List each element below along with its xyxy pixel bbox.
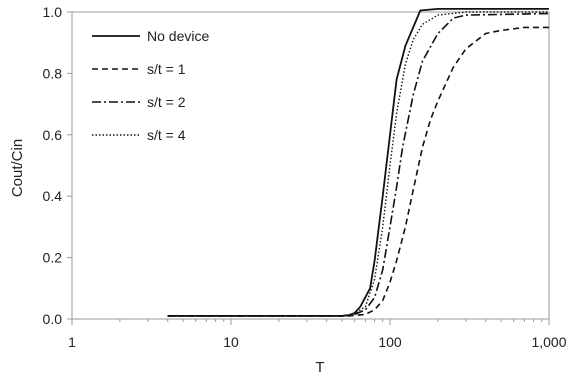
plot-area — [71, 11, 550, 320]
y-tick-label: 0.8 — [43, 65, 63, 81]
y-axis-label: Cout/Cin — [9, 139, 26, 197]
y-tick-label: 0.4 — [43, 188, 63, 204]
y-tick-label: 0.6 — [43, 127, 63, 143]
x-tick-label: 1 — [68, 334, 76, 350]
legend-label: No device — [147, 28, 209, 44]
series-layer — [167, 8, 550, 317]
series-line-1 — [167, 8, 549, 317]
y-tick-label: 0.0 — [43, 311, 63, 327]
legend-label: s/t = 4 — [147, 127, 186, 143]
x-axis-label: T — [315, 359, 324, 376]
y-tick-label: 0.2 — [43, 250, 63, 266]
axis-ticks: 0.0 0.2 0.4 0.6 0.8 1.0 1 10 100 1,000 — [43, 4, 567, 350]
y-tick-label: 1.0 — [43, 4, 63, 20]
legend-label: s/t = 1 — [147, 61, 186, 77]
x-tick-label: 1,000 — [531, 334, 566, 350]
legend-label: s/t = 2 — [147, 94, 186, 110]
x-tick-label: 10 — [223, 334, 239, 350]
series-line-4 — [167, 11, 549, 317]
series-line-2 — [167, 26, 549, 317]
legend: No device s/t = 1 s/t = 2 s/t = 4 — [92, 28, 209, 143]
series-line-3 — [167, 12, 550, 317]
x-tick-label: 100 — [378, 334, 402, 350]
plot-border — [71, 11, 550, 320]
